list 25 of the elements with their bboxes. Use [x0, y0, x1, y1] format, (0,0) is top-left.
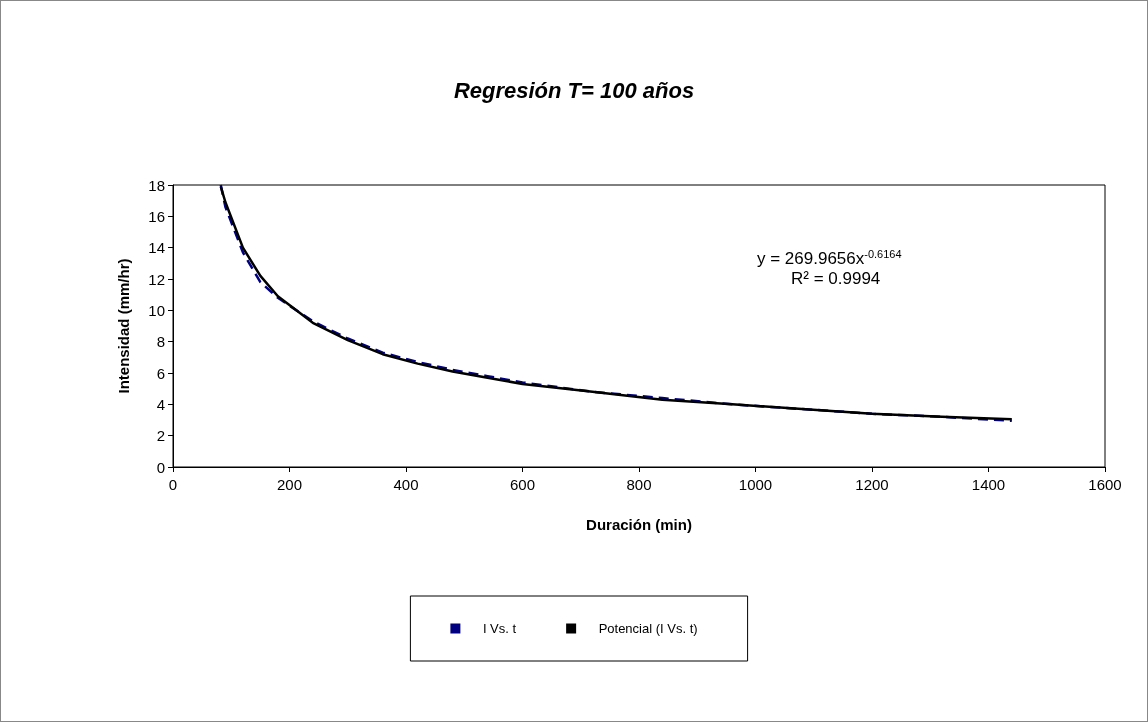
y-tick-label: 6 [156, 364, 165, 382]
y-tick-label: 16 [148, 207, 165, 225]
y-axis-title: Intensidad (mm/hr) [115, 258, 132, 394]
x-tick-label: 1200 [855, 476, 889, 493]
x-tick-label: 1600 [1088, 476, 1122, 493]
x-axis-title: Duración (min) [586, 516, 692, 533]
y-tick-label: 14 [148, 239, 165, 257]
x-tick-label: 1400 [971, 476, 1006, 493]
y-tick-label: 8 [156, 333, 165, 351]
x-tick-label: 800 [626, 476, 652, 493]
y-tick-label: 2 [156, 427, 165, 445]
y-tick-label: 4 [156, 395, 165, 413]
x-tick-label: 600 [509, 476, 536, 493]
x-tick-label: 0 [168, 476, 178, 493]
y-tick-label: 18 [148, 176, 165, 194]
chart-title: Regresión T= 100 años [453, 77, 695, 103]
annotation: R² = 0.9994 [791, 269, 881, 288]
x-tick-label: 400 [393, 476, 419, 493]
legend-label: I Vs. t [482, 621, 517, 636]
x-tick-label: 1000 [738, 476, 773, 493]
y-tick-label: 12 [148, 270, 165, 288]
y-tick-label: 0 [156, 458, 165, 476]
legend-label: Potencial (I Vs. t) [598, 621, 698, 636]
y-tick-label: 10 [148, 301, 165, 319]
x-tick-label: 200 [276, 476, 303, 493]
